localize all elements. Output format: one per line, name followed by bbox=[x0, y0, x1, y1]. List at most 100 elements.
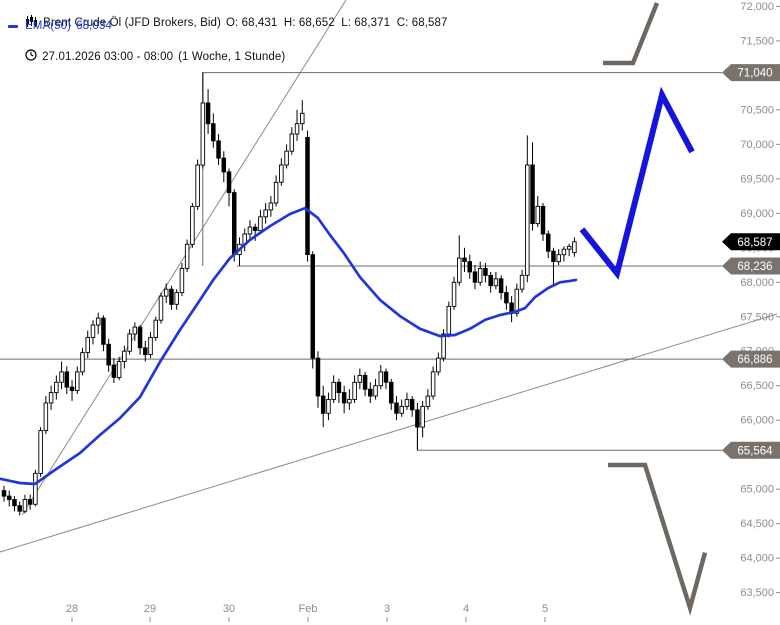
indicator-legend-row: EMA(50) 68,034 bbox=[6, 20, 112, 32]
level-price-badge bbox=[722, 257, 780, 275]
candle bbox=[472, 271, 478, 283]
candle bbox=[383, 371, 389, 383]
price-axis: 72,00071,50071,00070,50070,00069,50069,0… bbox=[740, 1, 780, 599]
level-price-badge bbox=[722, 350, 780, 368]
candle bbox=[48, 392, 54, 404]
price-tick-label: 71,500 bbox=[740, 35, 774, 47]
candle bbox=[148, 336, 153, 356]
candle bbox=[530, 164, 535, 225]
level-price-badge-label: 65,564 bbox=[737, 445, 773, 457]
candle bbox=[451, 281, 457, 307]
candle bbox=[305, 136, 310, 256]
candle bbox=[221, 157, 227, 173]
candle bbox=[190, 205, 195, 245]
ema-line bbox=[0, 206, 578, 486]
candle bbox=[467, 261, 472, 273]
ema50-line bbox=[0, 206, 578, 486]
candle bbox=[59, 371, 64, 383]
instrument-title: Brent Crude Öl (JFD Brokers, Bid) bbox=[43, 17, 221, 29]
candle bbox=[273, 181, 279, 204]
price-tick-label: 66,500 bbox=[740, 380, 774, 392]
candle bbox=[430, 371, 436, 397]
candle bbox=[143, 347, 148, 356]
ohlc-readout: O: 68,431 H: 68,652 L: 68,371 C: 68,587 bbox=[225, 17, 448, 29]
candle bbox=[38, 430, 43, 474]
time-tick-label: 5 bbox=[542, 603, 548, 615]
candle bbox=[368, 388, 373, 397]
candle bbox=[169, 288, 174, 305]
candle bbox=[488, 274, 493, 287]
candle bbox=[436, 357, 441, 373]
candle bbox=[247, 226, 253, 235]
interval-label: (1 Woche, 1 Stunde) bbox=[178, 50, 286, 63]
candle bbox=[477, 268, 483, 283]
candle bbox=[556, 254, 561, 263]
candle bbox=[127, 333, 132, 352]
level-price-badge bbox=[722, 441, 780, 459]
candle bbox=[326, 399, 331, 414]
candle bbox=[33, 472, 38, 505]
candle bbox=[341, 392, 347, 404]
candle bbox=[498, 278, 504, 294]
candle bbox=[200, 102, 206, 166]
datetime-range: 27.01.2026 03:00 - 08:00 bbox=[42, 50, 174, 63]
price-tick-label: 69,000 bbox=[740, 208, 774, 220]
scenario-arrows bbox=[579, 2, 708, 616]
candle bbox=[457, 257, 462, 283]
candle bbox=[132, 326, 138, 335]
alt-breakout-up-path bbox=[603, 2, 660, 66]
candle bbox=[174, 292, 179, 305]
candle bbox=[205, 102, 211, 125]
candle bbox=[420, 405, 425, 428]
candle bbox=[300, 112, 305, 125]
ema-legend-swatch-icon bbox=[8, 24, 18, 28]
candle bbox=[462, 257, 467, 262]
steep-uptrend bbox=[21, 0, 347, 516]
candle bbox=[184, 243, 190, 269]
candle bbox=[211, 123, 216, 142]
shallow-uptrend bbox=[0, 313, 778, 553]
candle bbox=[137, 326, 143, 349]
price-tick-label: 68,000 bbox=[740, 277, 774, 289]
candle bbox=[378, 371, 384, 387]
candle bbox=[153, 319, 159, 338]
chart-header-row: Brent Crude Öl (JFD Brokers, Bid) O: 68,… bbox=[6, 3, 448, 43]
candle bbox=[268, 202, 274, 211]
candle bbox=[572, 241, 577, 254]
candle bbox=[409, 399, 415, 411]
price-tick-label: 64,000 bbox=[740, 553, 774, 565]
price-badges: 71,040 68,236 66,886 65,564 68,587 bbox=[722, 64, 780, 459]
candle bbox=[179, 268, 185, 294]
candle bbox=[95, 317, 101, 326]
candle bbox=[17, 505, 22, 512]
candle bbox=[514, 288, 520, 314]
ema-legend-value: 68,034 bbox=[76, 20, 112, 32]
candle bbox=[394, 402, 399, 414]
level-price-badge-label: 71,040 bbox=[737, 68, 772, 80]
candlestick-icon bbox=[6, 3, 38, 43]
candle bbox=[336, 381, 342, 394]
candle bbox=[54, 381, 59, 394]
primary-bullish-path bbox=[579, 86, 695, 280]
candle bbox=[226, 171, 232, 194]
time-tick-label: 30 bbox=[223, 603, 235, 615]
price-tick-label: 63,500 bbox=[740, 587, 774, 599]
candle bbox=[331, 381, 336, 400]
level-lines bbox=[0, 72, 722, 451]
ema-legend-label: EMA(50) bbox=[25, 20, 72, 32]
candle bbox=[80, 352, 85, 373]
time-tick-label: 28 bbox=[66, 603, 78, 615]
candle bbox=[163, 288, 169, 297]
candle bbox=[263, 209, 268, 218]
clock-icon bbox=[6, 37, 37, 76]
candle bbox=[415, 409, 420, 428]
candle bbox=[483, 268, 488, 276]
alt-breakdown-path bbox=[608, 462, 708, 616]
candle bbox=[519, 274, 525, 290]
candle bbox=[535, 205, 541, 225]
candle bbox=[504, 292, 509, 304]
candle bbox=[373, 385, 378, 397]
candle bbox=[69, 386, 75, 391]
candle bbox=[252, 226, 258, 231]
